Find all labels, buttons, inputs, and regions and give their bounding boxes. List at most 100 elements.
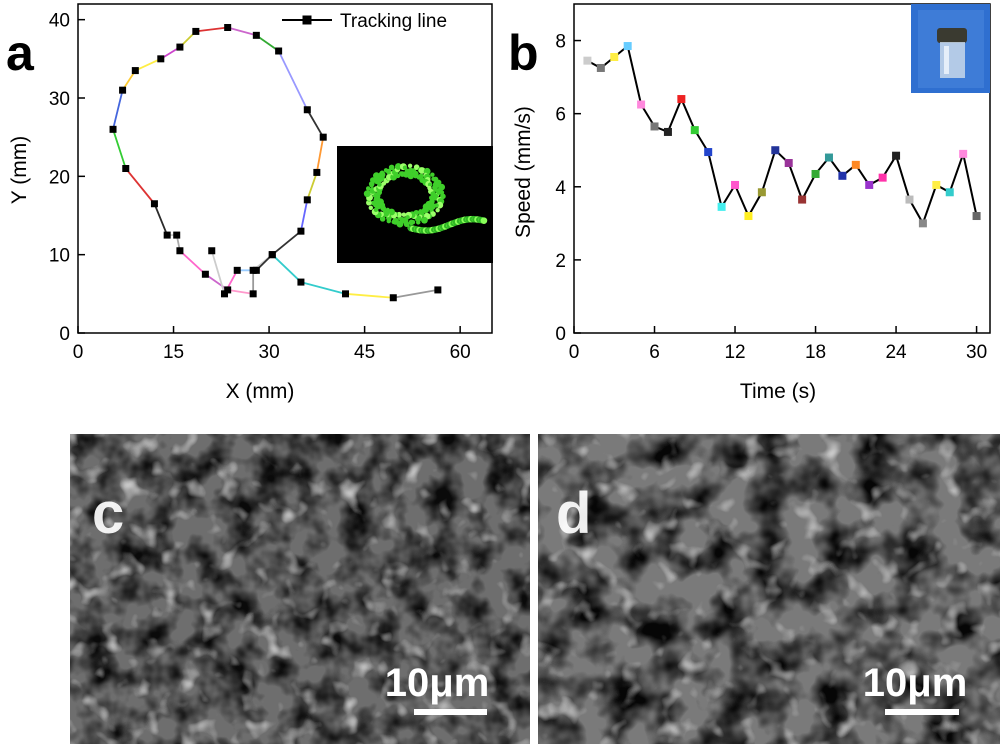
trajectory-segment xyxy=(195,26,228,33)
panel-label-c: c xyxy=(92,481,124,546)
fluorescent-spot xyxy=(370,200,376,206)
fluorescence-inset xyxy=(337,146,493,263)
data-point xyxy=(176,247,184,255)
speed-points xyxy=(583,42,981,228)
trajectory-segment xyxy=(255,34,280,52)
data-point xyxy=(851,160,860,169)
data-point xyxy=(610,53,619,62)
fluorescent-spot xyxy=(385,168,392,175)
trajectory-segment xyxy=(227,289,254,295)
data-point xyxy=(249,290,257,298)
fluorescent-spot xyxy=(373,172,380,179)
y-tick-label: 4 xyxy=(555,178,566,199)
data-point xyxy=(150,200,158,208)
data-point xyxy=(650,122,659,131)
legend: Tracking line xyxy=(282,11,447,32)
trajectory-segment xyxy=(271,230,302,256)
fluorescent-spot xyxy=(440,193,446,200)
data-point xyxy=(224,286,232,294)
x-axis-label: Time (s) xyxy=(740,380,816,403)
data-point xyxy=(878,173,887,182)
scale-bar xyxy=(414,709,487,715)
data-point xyxy=(945,188,954,197)
trajectory-segment xyxy=(179,250,206,275)
vial-photo-inset xyxy=(911,4,990,93)
x-tick-label: 45 xyxy=(354,342,375,363)
data-point xyxy=(434,286,442,294)
trajectory-segment xyxy=(300,281,346,295)
legend-label: Tracking line xyxy=(340,11,447,32)
trajectory-segment xyxy=(315,137,325,173)
fluorescent-spot xyxy=(388,208,395,216)
fluorescent-spot xyxy=(418,167,426,174)
trajectory-segment xyxy=(125,167,156,205)
x-tick-label: 18 xyxy=(805,342,826,363)
scale-bar xyxy=(885,709,959,715)
data-point xyxy=(109,125,117,133)
trajectory-chart: a 0 15 30 45 60 0 10 20 30 40 Tracking line X (mm… xyxy=(6,3,493,403)
x-tick-label: 30 xyxy=(259,342,280,363)
fluorescent-spot xyxy=(421,207,427,213)
x-tick-label: 15 xyxy=(163,342,184,363)
data-point xyxy=(731,180,740,189)
trajectory-segment xyxy=(210,250,226,295)
trajectory-segment xyxy=(277,50,309,111)
trajectory-segment xyxy=(204,273,229,291)
data-point xyxy=(220,290,228,298)
axis-ticks: 0 15 30 45 60 0 10 20 30 40 xyxy=(49,11,471,363)
fluorescent-spot xyxy=(480,217,488,224)
data-point xyxy=(119,86,127,94)
fluorescent-cluster xyxy=(363,163,488,234)
fluorescent-spot xyxy=(368,205,373,210)
data-point xyxy=(342,290,350,298)
data-point xyxy=(201,270,209,278)
fluorescent-spot xyxy=(385,207,390,213)
data-point xyxy=(744,212,753,221)
data-point xyxy=(892,151,901,160)
legend-marker xyxy=(302,15,312,25)
fluorescent-spot xyxy=(365,186,371,191)
data-point xyxy=(757,188,766,197)
data-point xyxy=(303,106,311,114)
trajectory-segments xyxy=(112,26,439,299)
fluorescent-spot xyxy=(388,164,395,171)
fluorescent-spot xyxy=(366,199,372,206)
panel-label-d: d xyxy=(556,481,591,546)
trajectory-segment xyxy=(393,289,439,299)
fluorescent-spot xyxy=(439,190,445,195)
x-tick-label: 12 xyxy=(724,342,745,363)
fluorescent-spot xyxy=(363,190,371,198)
fluorescent-spot xyxy=(430,191,436,197)
vial-cap xyxy=(937,28,967,43)
trajectory-segment xyxy=(306,172,318,201)
trajectory-segment xyxy=(306,109,324,138)
data-point xyxy=(224,24,232,31)
data-point xyxy=(959,149,968,158)
data-point xyxy=(173,231,181,239)
data-point xyxy=(192,27,200,35)
fluorescent-spot xyxy=(379,170,385,175)
trajectory-segment xyxy=(153,203,169,236)
y-tick-label: 6 xyxy=(555,105,566,126)
data-point xyxy=(233,266,241,274)
data-point xyxy=(784,159,793,168)
trajectory-segment xyxy=(134,58,162,72)
fluorescent-spot xyxy=(413,164,420,170)
data-point xyxy=(157,55,165,63)
x-tick-label: 0 xyxy=(73,342,84,363)
data-point xyxy=(637,100,646,109)
x-tick-label: 60 xyxy=(450,342,471,363)
y-tick-label: 30 xyxy=(49,89,70,110)
data-point xyxy=(677,95,686,104)
data-point xyxy=(313,168,321,176)
x-tick-label: 6 xyxy=(649,342,660,363)
fluorescent-spot xyxy=(427,182,433,187)
fluorescent-spot xyxy=(379,216,386,222)
fluorescent-spot xyxy=(416,220,421,225)
trajectory-segment xyxy=(227,26,257,37)
data-point xyxy=(798,195,807,204)
data-point xyxy=(932,180,941,189)
